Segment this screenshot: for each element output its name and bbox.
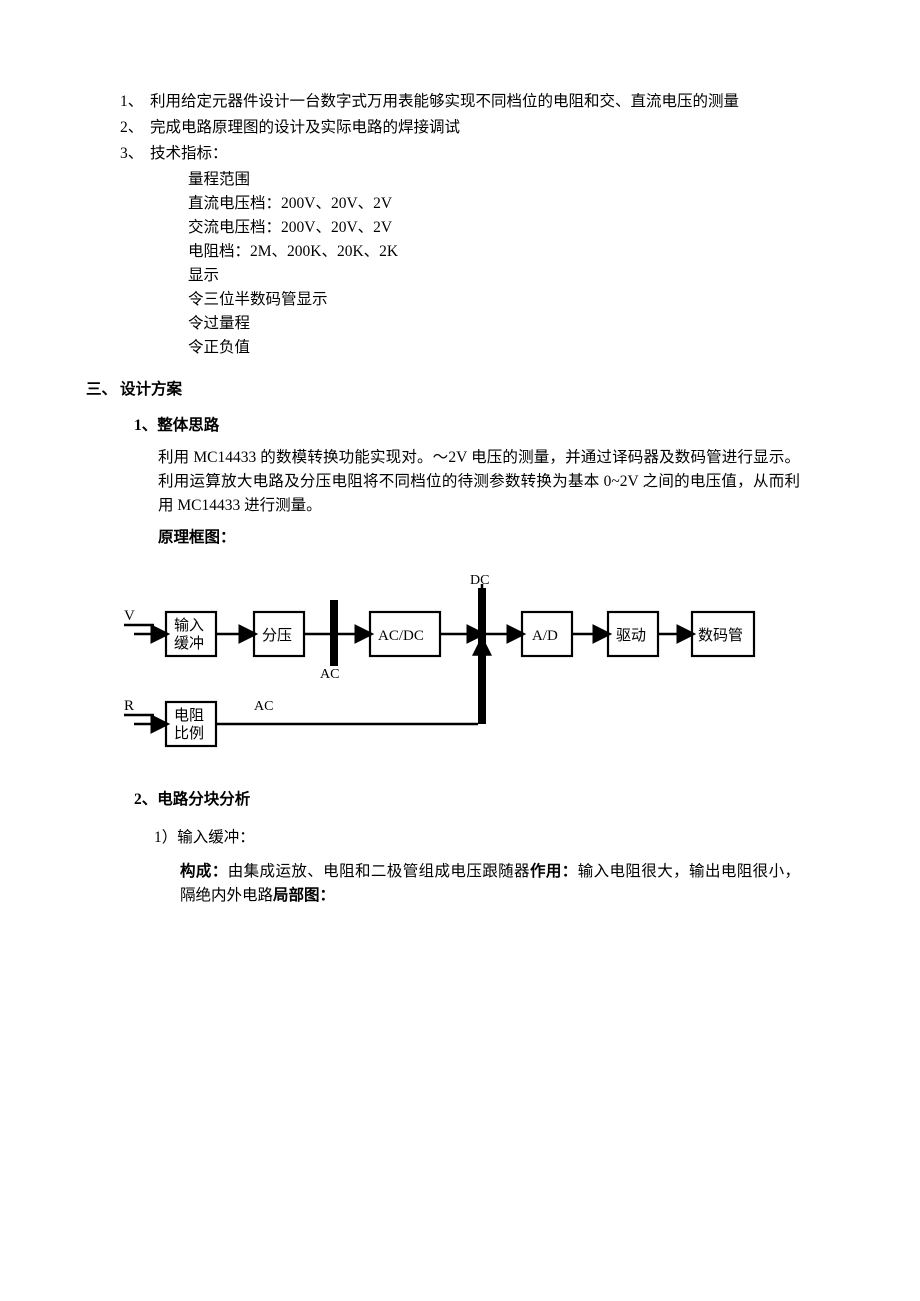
d-box2: 分压 [262, 627, 292, 644]
section-3-title: 设计方案 [120, 378, 182, 402]
sub1-label2: 作用： [530, 863, 578, 880]
req-item-3: 3、 技术指标： [120, 142, 800, 166]
section-3-heading: 三、 设计方案 [86, 378, 800, 402]
d-DC: DC [470, 573, 489, 588]
d-box6: 数码管 [698, 627, 743, 644]
req-num-2: 2、 [120, 116, 150, 140]
req-text-1: 利用给定元器件设计一台数字式万用表能够实现不同档位的电阻和交、直流电压的测量 [150, 90, 800, 114]
d-AC2: AC [254, 699, 273, 714]
idea-body: 利用 MC14433 的数模转换功能实现对。～2V 电压的测量，并通过译码器及数… [158, 446, 800, 518]
d-R: R [124, 698, 134, 714]
req-text-3: 技术指标： [150, 142, 800, 166]
spec-line-4: 显示 [188, 264, 800, 288]
sub1-body1: 由集成运放、电阻和二极管组成电压跟随器 [228, 863, 530, 880]
d-box7b: 比例 [174, 725, 204, 742]
section-3-num: 三、 [86, 378, 120, 402]
sub1-title: 1）输入缓冲： [154, 826, 800, 850]
d-box1b: 缓冲 [174, 635, 204, 652]
req-text-2: 完成电路原理图的设计及实际电路的焊接调试 [150, 116, 800, 140]
d-V: V [124, 608, 135, 624]
d-AC1: AC [320, 667, 339, 682]
req-num-3: 3、 [120, 142, 150, 166]
req-item-2: 2、 完成电路原理图的设计及实际电路的焊接调试 [120, 116, 800, 140]
d-box3: AC/DC [378, 628, 424, 644]
sub1-detail: 构成：由集成运放、电阻和二极管组成电压跟随器作用：输入电阻很大，输出电阻很小，隔… [180, 860, 800, 908]
spec-line-0: 量程范围 [188, 168, 800, 192]
req-num-1: 1、 [120, 90, 150, 114]
d-box4: A/D [532, 628, 558, 644]
spec-line-7: 令正负值 [188, 336, 800, 360]
req-item-1: 1、 利用给定元器件设计一台数字式万用表能够实现不同档位的电阻和交、直流电压的测… [120, 90, 800, 114]
spec-line-6: 令过量程 [188, 312, 800, 336]
idea-heading: 1、整体思路 [134, 414, 800, 438]
document-page: 1、 利用给定元器件设计一台数字式万用表能够实现不同档位的电阻和交、直流电压的测… [0, 0, 920, 1301]
d-box5: 驱动 [616, 627, 646, 644]
d-box7a: 电阻 [174, 707, 204, 724]
sub1-label1: 构成： [180, 863, 228, 880]
spec-block: 量程范围 直流电压档：200V、20V、2V 交流电压档：200V、20V、2V… [188, 168, 800, 360]
spec-line-2: 交流电压档：200V、20V、2V [188, 216, 800, 240]
spec-line-1: 直流电压档：200V、20V、2V [188, 192, 800, 216]
block-analysis-heading: 2、电路分块分析 [134, 788, 800, 812]
d-box1a: 输入 [174, 617, 204, 634]
spec-line-5: 令三位半数码管显示 [188, 288, 800, 312]
diagram-label: 原理框图： [158, 526, 800, 550]
block-diagram: 输入 缓冲 分压 AC/DC A/D 驱动 数码管 电阻 比例 V R [124, 570, 800, 770]
sub1-label3: 局部图： [273, 887, 335, 904]
spec-line-3: 电阻档：2M、200K、20K、2K [188, 240, 800, 264]
